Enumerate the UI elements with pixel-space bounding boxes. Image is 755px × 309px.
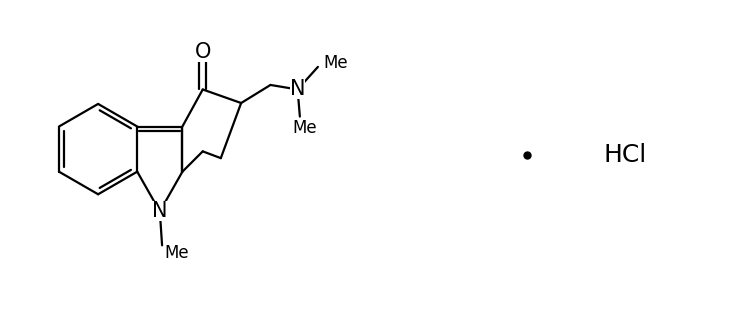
Text: HCl: HCl [604,143,647,167]
Text: N: N [290,79,305,99]
Text: N: N [152,201,168,222]
Text: Me: Me [292,119,317,138]
Text: Me: Me [323,54,348,72]
Text: Me: Me [165,244,189,262]
Text: O: O [195,42,211,62]
